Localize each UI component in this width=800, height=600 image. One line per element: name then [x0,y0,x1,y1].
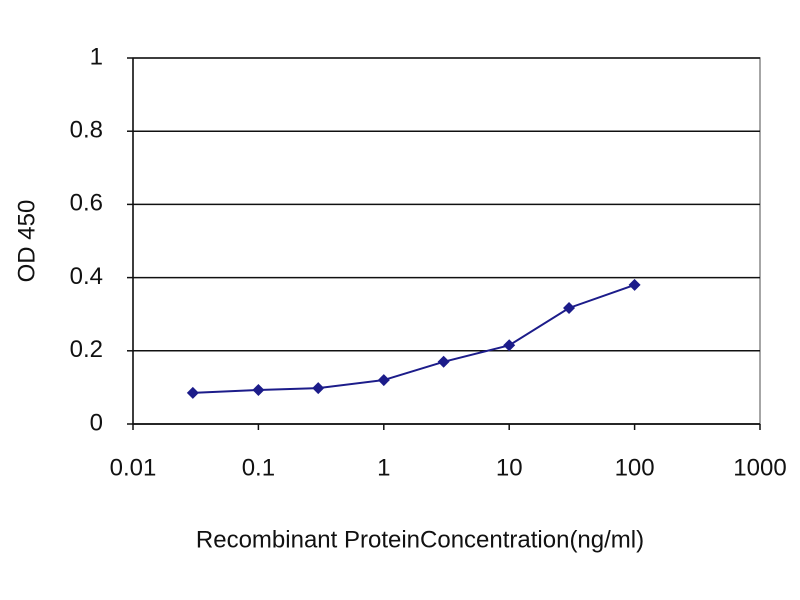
x-tick-label: 1 [377,454,390,481]
data-point [437,355,450,368]
x-tick-label: 10 [496,454,523,481]
plot-area [132,57,761,425]
y-tick-label: 0 [90,409,103,436]
data-point [312,382,325,395]
y-axis-label: OD 450 [13,200,40,283]
y-tick-label: 1 [90,43,103,70]
y-tick-label: 0.8 [70,117,103,144]
x-tick-label: 1000 [733,454,786,481]
y-tick-label: 0.2 [70,336,103,363]
data-point [252,383,265,396]
x-tick-label: 100 [615,454,655,481]
data-point [503,339,516,352]
data-point [377,374,390,387]
y-tick-label: 0.4 [70,263,103,290]
data-point [186,386,199,399]
data-point [628,278,641,291]
x-tick-label: 0.01 [110,454,157,481]
y-tick-label: 0.6 [70,190,103,217]
x-axis-label: Recombinant ProteinConcentration(ng/ml) [196,526,644,553]
x-tick-label: 0.1 [242,454,275,481]
series-line [192,283,635,394]
data-point [563,301,576,314]
